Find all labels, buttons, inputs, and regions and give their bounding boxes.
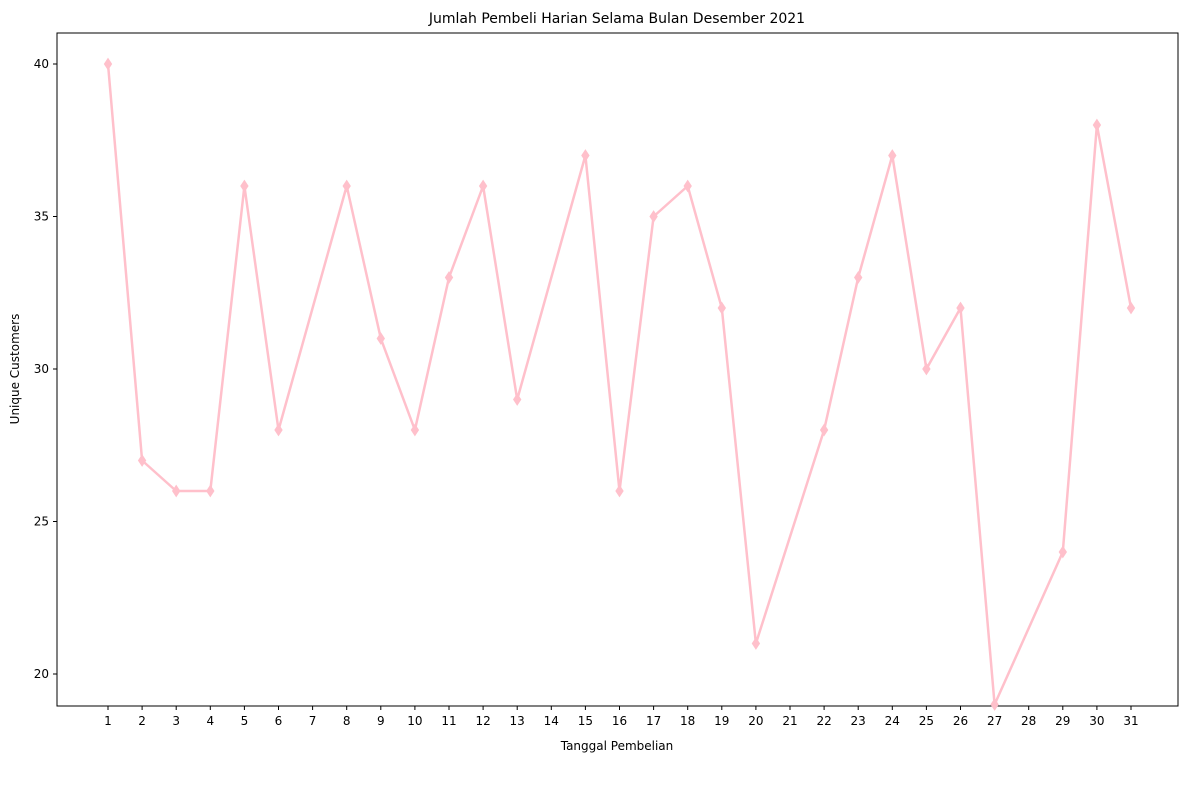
x-tick-label: 28 <box>1021 714 1036 728</box>
data-point-marker <box>103 57 113 71</box>
x-tick-label: 20 <box>748 714 763 728</box>
data-point-marker <box>649 210 658 223</box>
x-tick-label: 9 <box>377 714 385 728</box>
series-markers <box>103 57 1136 711</box>
x-tick-label: 23 <box>851 714 866 728</box>
y-tick-label: 25 <box>34 515 49 529</box>
data-point-marker <box>819 423 829 437</box>
x-tick-label: 18 <box>680 714 695 728</box>
data-point-marker <box>717 301 726 315</box>
data-point-marker <box>206 484 215 498</box>
x-tick-label: 25 <box>919 714 934 728</box>
x-axis-label: Tanggal Pembelian <box>560 739 674 753</box>
x-tick-label: 7 <box>309 714 317 728</box>
data-point-marker <box>922 362 931 376</box>
x-tick-label: 29 <box>1055 714 1070 728</box>
x-tick-label: 15 <box>578 714 593 728</box>
y-tick-label: 30 <box>34 362 49 376</box>
data-point-marker <box>1058 545 1067 559</box>
x-tick-label: 30 <box>1089 714 1104 728</box>
x-tick-label: 26 <box>953 714 968 728</box>
data-point-marker <box>854 271 863 284</box>
data-point-marker <box>888 149 897 162</box>
data-point-marker <box>342 179 351 193</box>
data-point-marker <box>956 301 965 315</box>
x-tick-label: 14 <box>544 714 559 728</box>
x-tick-label: 4 <box>206 714 214 728</box>
x-tick-label: 17 <box>646 714 661 728</box>
y-tick-label: 20 <box>34 667 49 681</box>
x-tick-label: 16 <box>612 714 627 728</box>
data-point-marker <box>751 637 761 650</box>
x-tick-label: 19 <box>714 714 729 728</box>
plot-area <box>56 32 1179 707</box>
x-tick-label: 21 <box>782 714 797 728</box>
x-tick-label: 27 <box>987 714 1002 728</box>
data-point-marker <box>478 179 488 193</box>
data-point-marker <box>615 484 624 498</box>
x-tick-label: 11 <box>441 714 456 728</box>
chart-title: Jumlah Pembeli Harian Selama Bulan Desem… <box>428 11 805 27</box>
y-axis-label: Unique Customers <box>8 314 22 425</box>
data-point-marker <box>581 149 590 162</box>
data-point-marker <box>1092 118 1102 132</box>
data-point-marker <box>1126 301 1136 315</box>
x-tick-label: 24 <box>885 714 900 728</box>
x-tick-label: 8 <box>343 714 351 728</box>
data-point-marker <box>274 423 283 437</box>
data-point-marker <box>410 423 420 437</box>
data-point-marker <box>172 484 181 498</box>
data-point-marker <box>990 698 999 711</box>
data-point-marker <box>444 271 454 284</box>
data-point-marker <box>376 332 385 345</box>
x-tick-label: 13 <box>510 714 525 728</box>
x-tick-label: 6 <box>275 714 283 728</box>
x-tick-label: 2 <box>138 714 146 728</box>
x-tick-label: 10 <box>407 714 422 728</box>
data-point-marker <box>240 179 249 193</box>
x-tick-label: 22 <box>816 714 831 728</box>
data-point-marker <box>683 179 692 193</box>
data-point-marker <box>137 454 147 467</box>
x-tick-label: 3 <box>172 714 180 728</box>
y-axis: 20 25 30 35 40 <box>34 57 57 681</box>
y-tick-label: 40 <box>34 57 49 71</box>
data-point-marker <box>513 393 522 406</box>
x-tick-label: 1 <box>104 714 112 728</box>
x-tick-label: 5 <box>241 714 249 728</box>
y-tick-label: 35 <box>34 210 49 224</box>
x-tick-label: 31 <box>1123 714 1138 728</box>
x-tick-label: 12 <box>475 714 490 728</box>
x-axis: 1 2 3 4 5 6 7 8 9 10 11 12 13 14 15 16 17 18 19 20 21 22 23 24 2… <box>104 706 1139 728</box>
